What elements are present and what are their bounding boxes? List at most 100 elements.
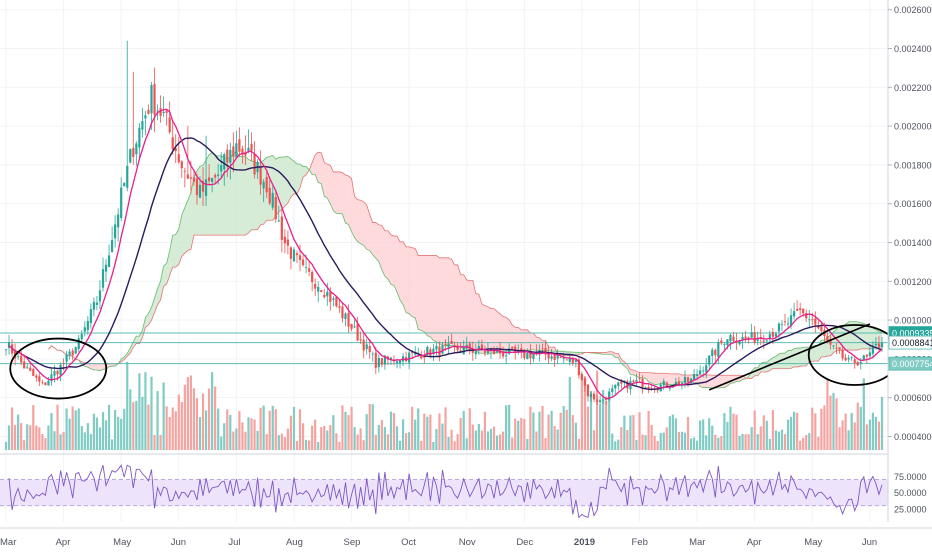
volume-bar: [314, 419, 317, 450]
candle-body: [144, 115, 147, 119]
candle-body: [826, 335, 829, 342]
candle-body: [762, 340, 765, 342]
candle-body: [259, 165, 262, 185]
volume-bar: [629, 415, 632, 450]
volume-bar: [738, 435, 741, 450]
candle-body: [462, 346, 465, 355]
volume-bar: [395, 426, 399, 450]
volume-bar: [517, 420, 520, 450]
volume-bar: [835, 398, 838, 450]
volume-bar: [38, 427, 41, 450]
candle-body: [311, 271, 314, 283]
volume-bar: [492, 426, 496, 450]
candle-body: [602, 399, 605, 401]
volume-bar: [826, 380, 829, 450]
volume-bar: [750, 427, 753, 450]
candle-body: [347, 312, 350, 327]
volume-bar: [217, 408, 220, 450]
volume-bar: [259, 407, 262, 450]
time-tick-label: Mar: [0, 537, 16, 548]
candle-body: [32, 368, 35, 376]
volume-bar: [350, 406, 353, 450]
volume-bar: [647, 410, 650, 450]
volume-bar: [699, 420, 702, 450]
candle-body: [168, 117, 171, 133]
candle-body: [180, 161, 183, 169]
volume-bar: [401, 419, 405, 450]
candle-body: [874, 343, 878, 346]
volume-bar: [274, 409, 277, 450]
candle-body: [580, 373, 584, 381]
volume-bar: [559, 412, 562, 450]
candle-body: [456, 345, 459, 351]
candle-body: [686, 377, 690, 382]
candle-body: [429, 349, 432, 356]
volume-bar: [153, 434, 156, 450]
volume-bar: [383, 427, 386, 450]
candle-body: [44, 382, 47, 386]
volume-bar: [323, 425, 326, 450]
volume-bar: [777, 431, 781, 450]
candle-body: [699, 370, 702, 375]
candle-body: [268, 187, 271, 204]
volume-bar: [511, 437, 514, 450]
candle-body: [104, 264, 108, 272]
volume-bar: [486, 431, 490, 450]
time-axis[interactable]: Mar Apr May Jun Jul Aug Sep Oct Nov Dec 2019 Feb Mar…: [0, 527, 932, 548]
candle-body: [665, 382, 668, 388]
volume-bar: [644, 435, 647, 450]
volume-bar: [159, 434, 162, 450]
time-tick-label: Nov: [459, 537, 476, 548]
volume-bar: [683, 432, 687, 450]
candle-body: [520, 348, 523, 351]
volume-bar: [162, 382, 165, 450]
candle-body: [726, 339, 729, 346]
volume-bar: [247, 417, 250, 450]
volume-bar: [483, 411, 487, 450]
volume-bar: [674, 418, 677, 450]
candle-body: [541, 348, 544, 350]
volume-bar: [726, 421, 729, 450]
candle-body: [780, 324, 784, 326]
candle-body: [738, 340, 741, 345]
volume-bar: [165, 406, 168, 450]
candle-body: [844, 357, 847, 361]
volume-bar: [529, 406, 532, 450]
candle-body: [592, 393, 596, 400]
volume-bar: [429, 414, 432, 450]
candle-body: [444, 343, 447, 346]
candle-body: [505, 355, 508, 357]
volume-bar: [823, 405, 826, 450]
candle-body: [323, 294, 326, 298]
time-tick-label: May: [804, 537, 822, 548]
candle-body: [335, 296, 338, 307]
candle-body: [38, 376, 41, 382]
price-level-tag: [888, 356, 932, 371]
candle-body: [635, 380, 638, 382]
candle-body: [662, 381, 665, 386]
candle-body: [123, 182, 126, 187]
candle-body: [532, 353, 535, 359]
candle-body: [674, 381, 677, 386]
candle-body: [492, 350, 496, 354]
rsi-tick-label: 50.0000: [894, 488, 927, 498]
candle-body: [632, 380, 635, 382]
volume-bar: [83, 432, 86, 450]
candle-body: [198, 184, 202, 198]
volume-bar: [89, 433, 92, 450]
price-axis[interactable]: 0.00040000.00060000.00080000.00100000.00…: [887, 0, 932, 550]
time-tick-label: Mar: [689, 537, 705, 548]
candle-body: [853, 359, 856, 363]
candle-body: [320, 290, 323, 292]
volume-bar: [880, 396, 884, 450]
candle-body: [565, 359, 568, 361]
volume-bar: [180, 401, 183, 450]
volume-bar: [474, 430, 477, 450]
candle-body: [83, 327, 86, 332]
ma-fast-line: [8, 108, 883, 400]
volume-bar: [850, 412, 853, 450]
volume-bar: [17, 414, 20, 450]
candle-body: [192, 177, 196, 182]
